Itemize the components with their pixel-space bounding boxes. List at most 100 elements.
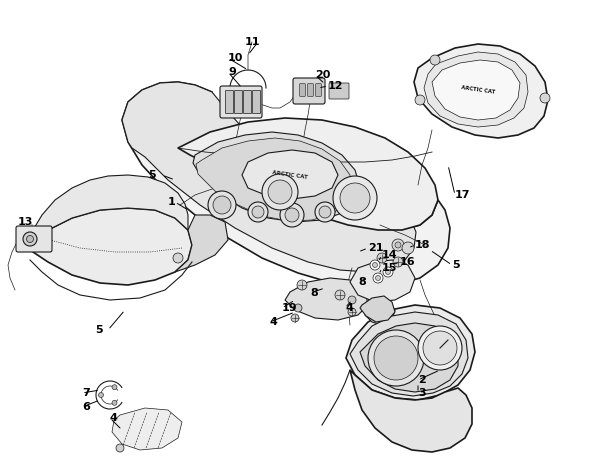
Circle shape [315, 202, 335, 222]
Circle shape [333, 176, 377, 220]
Polygon shape [365, 302, 395, 325]
Polygon shape [285, 278, 368, 320]
Circle shape [213, 196, 231, 214]
Circle shape [415, 95, 425, 105]
Circle shape [340, 183, 370, 213]
Polygon shape [178, 118, 438, 230]
Circle shape [348, 308, 356, 316]
FancyBboxPatch shape [220, 86, 262, 118]
Polygon shape [122, 82, 416, 272]
Circle shape [430, 55, 440, 65]
Circle shape [348, 296, 356, 304]
Circle shape [335, 290, 345, 300]
Text: 20: 20 [315, 70, 330, 80]
Polygon shape [414, 44, 548, 138]
Text: 14: 14 [382, 250, 398, 260]
Circle shape [297, 280, 307, 290]
Circle shape [173, 253, 183, 263]
FancyBboxPatch shape [225, 91, 234, 114]
Circle shape [23, 232, 37, 246]
Polygon shape [30, 208, 192, 285]
Text: 4: 4 [110, 413, 118, 423]
Polygon shape [196, 138, 352, 221]
Circle shape [402, 242, 414, 254]
Polygon shape [350, 260, 415, 302]
Circle shape [116, 444, 124, 452]
Polygon shape [30, 175, 188, 245]
Polygon shape [350, 370, 472, 452]
Circle shape [248, 202, 268, 222]
Text: 18: 18 [415, 240, 430, 250]
Circle shape [252, 206, 264, 218]
Text: 21: 21 [368, 243, 384, 253]
Circle shape [423, 331, 457, 365]
Circle shape [383, 267, 393, 277]
Text: 8: 8 [358, 277, 366, 287]
Text: 8: 8 [310, 288, 318, 298]
Text: 5: 5 [148, 170, 155, 180]
Text: 5: 5 [452, 260, 460, 270]
Circle shape [395, 242, 401, 248]
Polygon shape [432, 60, 520, 120]
Text: 6: 6 [82, 402, 90, 412]
Circle shape [373, 263, 378, 267]
Circle shape [386, 269, 390, 275]
Text: 11: 11 [245, 37, 261, 47]
Circle shape [99, 392, 103, 398]
Polygon shape [112, 408, 182, 450]
FancyBboxPatch shape [329, 83, 349, 99]
Text: 10: 10 [228, 53, 244, 63]
Circle shape [208, 191, 236, 219]
Circle shape [392, 239, 404, 251]
Polygon shape [350, 312, 468, 396]
Circle shape [376, 276, 381, 281]
Circle shape [294, 304, 302, 312]
Circle shape [262, 174, 298, 210]
Circle shape [418, 326, 462, 370]
Polygon shape [122, 82, 450, 287]
Text: 5: 5 [95, 325, 103, 335]
Circle shape [112, 400, 117, 405]
Text: 19: 19 [282, 303, 297, 313]
Circle shape [285, 208, 299, 222]
Text: ARCTIC CAT: ARCTIC CAT [461, 85, 495, 95]
Circle shape [319, 206, 331, 218]
Polygon shape [424, 52, 528, 127]
Text: 12: 12 [328, 81, 343, 91]
Text: 16: 16 [400, 257, 416, 267]
FancyBboxPatch shape [253, 91, 261, 114]
Text: 1: 1 [167, 197, 175, 207]
FancyBboxPatch shape [293, 78, 325, 104]
Circle shape [374, 336, 418, 380]
Text: 2: 2 [418, 375, 426, 385]
Circle shape [268, 180, 292, 204]
Polygon shape [360, 323, 458, 392]
Text: 3: 3 [418, 388, 425, 398]
Circle shape [368, 330, 424, 386]
FancyBboxPatch shape [300, 84, 305, 96]
Polygon shape [242, 150, 338, 199]
Polygon shape [193, 132, 360, 222]
Circle shape [280, 203, 304, 227]
Circle shape [393, 257, 403, 267]
Circle shape [373, 273, 383, 283]
Circle shape [370, 260, 380, 270]
FancyBboxPatch shape [244, 91, 252, 114]
Circle shape [112, 385, 117, 389]
Circle shape [377, 253, 387, 263]
Text: 7: 7 [82, 388, 90, 398]
Polygon shape [360, 296, 395, 322]
Circle shape [540, 93, 550, 103]
Text: 9: 9 [228, 67, 236, 77]
FancyBboxPatch shape [234, 91, 242, 114]
Text: 4: 4 [345, 303, 353, 313]
FancyBboxPatch shape [316, 84, 321, 96]
Polygon shape [346, 305, 475, 400]
Text: 4: 4 [270, 317, 278, 327]
Text: 17: 17 [455, 190, 471, 200]
Polygon shape [175, 215, 228, 272]
Circle shape [26, 236, 34, 243]
FancyBboxPatch shape [16, 226, 52, 252]
Text: ARCTIC CAT: ARCTIC CAT [272, 170, 308, 180]
FancyBboxPatch shape [308, 84, 313, 96]
